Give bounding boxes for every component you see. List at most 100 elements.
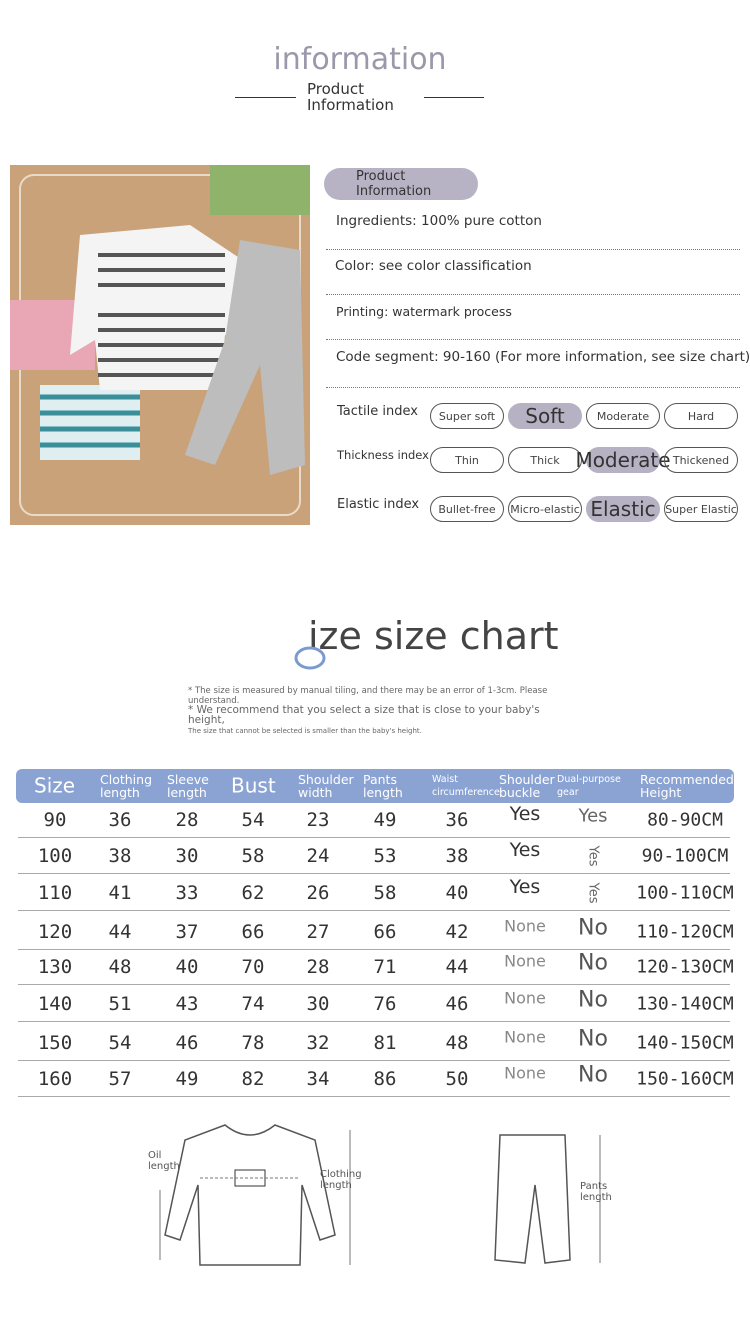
- table-cell: 44: [108, 921, 132, 943]
- column-header: Clothing length: [100, 772, 153, 800]
- table-cell: 50: [445, 1068, 469, 1090]
- column-header: Pants length: [363, 772, 403, 800]
- table-cell: 76: [373, 993, 397, 1015]
- column-header: Shoulder buckle: [499, 772, 555, 800]
- diagram-label: Clothing length: [320, 1169, 362, 1191]
- table-cell: 30: [306, 993, 330, 1015]
- table-cell: 37: [175, 921, 199, 943]
- table-cell: 27: [306, 921, 330, 943]
- table-cell: 71: [373, 956, 397, 978]
- table-cell: 57: [108, 1068, 132, 1090]
- table-cell: 43: [175, 993, 199, 1015]
- note: * We recommend that you select a size th…: [188, 704, 540, 726]
- table-cell: 160: [37, 1068, 73, 1090]
- row-separator: [18, 949, 730, 950]
- table-cell: 38: [445, 845, 469, 867]
- info-badge-bg: [324, 168, 478, 200]
- row-separator: [18, 1060, 730, 1061]
- table-cell: Yes: [509, 876, 541, 898]
- table-cell: 53: [373, 845, 397, 867]
- table-cell: None: [504, 916, 546, 936]
- table-cell: 38: [108, 845, 132, 867]
- info-badge: Product Information: [356, 169, 432, 199]
- header-bar: [16, 769, 734, 803]
- title: information: [273, 42, 447, 77]
- column-header: Dual-purpose gear: [557, 774, 621, 798]
- table-cell: 58: [241, 845, 265, 867]
- note: * The size is measured by manual tiling,…: [188, 686, 548, 706]
- table-cell: 46: [175, 1032, 199, 1054]
- table-cell: 26: [306, 882, 330, 904]
- table-cell: Yes: [585, 882, 601, 904]
- shirt-diagram: [159, 1124, 351, 1266]
- separator: [326, 339, 740, 340]
- table-cell: 49: [373, 809, 397, 831]
- index-option: Super soft: [430, 403, 504, 429]
- note: The size that cannot be selected is smal…: [188, 727, 422, 735]
- table-cell: Yes: [585, 845, 601, 867]
- index-option: Moderate: [575, 447, 671, 473]
- separator: [326, 387, 740, 388]
- table-cell: No: [578, 987, 608, 1013]
- table-cell: Yes: [509, 839, 541, 861]
- table-cell: 40: [445, 882, 469, 904]
- table-cell: 90: [43, 809, 67, 831]
- row-separator: [18, 1021, 730, 1022]
- table-cell: 150: [37, 1032, 73, 1054]
- table-cell: 46: [445, 993, 469, 1015]
- table-cell: 130-140CM: [636, 993, 734, 1015]
- size-chart-title: ize size chart: [308, 614, 559, 658]
- table-cell: 86: [373, 1068, 397, 1090]
- table-cell: 54: [108, 1032, 132, 1054]
- table-cell: 80-90CM: [647, 809, 723, 831]
- table-cell: None: [504, 951, 546, 971]
- table-cell: 58: [373, 882, 397, 904]
- table-cell: 41: [108, 882, 132, 904]
- table-cell: 100-110CM: [636, 882, 734, 904]
- table-cell: 48: [445, 1032, 469, 1054]
- table-cell: 23: [306, 809, 330, 831]
- table-cell: 74: [241, 993, 265, 1015]
- index-option: Elastic: [586, 496, 660, 522]
- subtitle: Product Information: [307, 80, 394, 114]
- table-cell: 150-160CM: [636, 1068, 734, 1090]
- table-cell: 28: [175, 809, 199, 831]
- table-cell: 140: [37, 993, 73, 1015]
- table-cell: No: [578, 1026, 608, 1052]
- table-cell: 30: [175, 845, 199, 867]
- table-cell: 130: [37, 956, 73, 978]
- table-cell: 110-120CM: [636, 921, 734, 943]
- table-cell: No: [578, 950, 608, 976]
- table-cell: Yes: [578, 805, 608, 827]
- diagram-label: Oil length: [148, 1150, 180, 1172]
- table-cell: 54: [241, 809, 265, 831]
- table-cell: No: [578, 915, 608, 941]
- row-separator: [18, 873, 730, 874]
- column-header: Shoulder width: [298, 772, 354, 800]
- table-cell: None: [504, 1063, 546, 1083]
- product-photo: [10, 165, 310, 525]
- index-option: Thick: [508, 447, 582, 473]
- index-option: Bullet-free: [430, 496, 504, 522]
- table-cell: 100: [37, 845, 73, 867]
- table-cell: 66: [373, 921, 397, 943]
- title-ring: [294, 646, 326, 670]
- table-cell: 48: [108, 956, 132, 978]
- table-cell: 33: [175, 882, 199, 904]
- table-cell: 70: [241, 956, 265, 978]
- column-header: Size: [34, 773, 76, 798]
- table-cell: 110: [37, 882, 73, 904]
- column-header: Recommended Height: [640, 772, 734, 800]
- table-cell: 120: [37, 921, 73, 943]
- table-cell: 28: [306, 956, 330, 978]
- separator: [326, 249, 740, 250]
- info-line: Printing: watermark process: [336, 304, 512, 319]
- table-cell: 36: [108, 809, 132, 831]
- info-line: Ingredients: 100% pure cotton: [336, 213, 542, 229]
- table-cell: 90-100CM: [641, 845, 729, 867]
- table-cell: 42: [445, 921, 469, 943]
- index-option: Moderate: [586, 403, 660, 429]
- table-cell: 120-130CM: [636, 956, 734, 978]
- info-line: Color: see color classification: [335, 258, 532, 274]
- index-label: Elastic index: [337, 497, 420, 512]
